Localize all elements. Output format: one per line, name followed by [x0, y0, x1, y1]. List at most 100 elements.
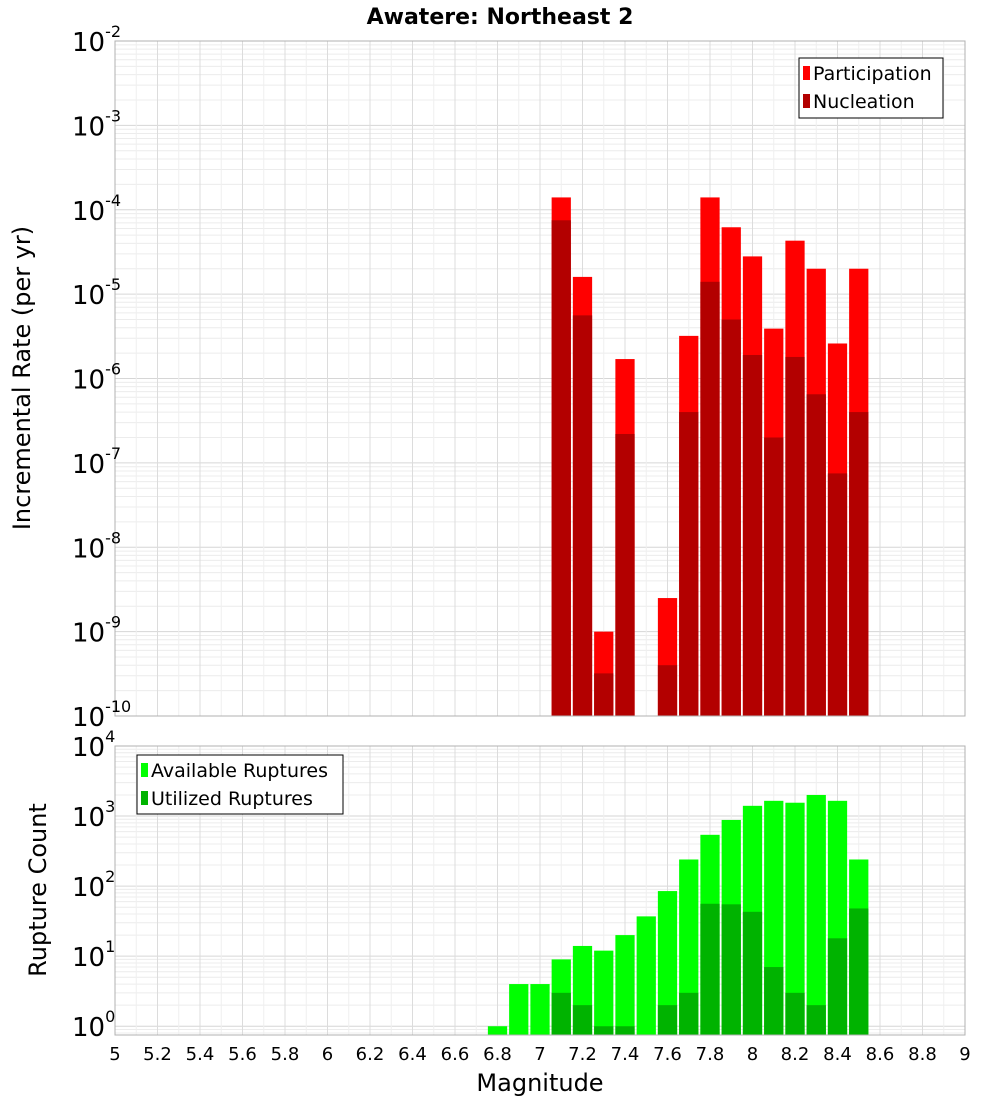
bar [785, 802, 805, 1035]
y-tick-label: 103 [72, 797, 115, 833]
legend-box [136, 754, 344, 815]
x-tick-label: 7.6 [653, 1044, 682, 1065]
legend: Participation Nucleation [798, 57, 944, 119]
y-tick-exponent: 2 [105, 867, 115, 886]
legend-label: Utilized Ruptures [151, 788, 313, 810]
x-tick-label: 8.4 [823, 1044, 852, 1065]
chart-title: Awatere: Northeast 2 [367, 5, 634, 30]
x-axis-label: Magnitude [476, 1069, 603, 1097]
x-tick-label: 6 [322, 1044, 333, 1065]
plot-frame [114, 745, 966, 1036]
bar [764, 967, 784, 1035]
y-tick-label: 10-5 [72, 275, 121, 311]
y-tick-label: 104 [72, 727, 115, 763]
x-tick-label: 6.4 [398, 1044, 427, 1065]
x-tick-label: 7.2 [568, 1044, 597, 1065]
y-tick-exponent: -9 [105, 613, 121, 632]
bar [509, 984, 529, 1035]
y-tick-exponent: -7 [105, 444, 121, 463]
y-tick-exponent: -10 [105, 697, 131, 716]
x-tick-label: 6.6 [441, 1044, 470, 1065]
legend-label: Nucleation [813, 91, 915, 113]
bar [849, 908, 869, 1035]
bar [742, 911, 763, 1035]
bar [785, 992, 805, 1035]
bar [806, 394, 826, 716]
bar [849, 412, 869, 716]
x-tick-label: 5.4 [186, 1044, 215, 1065]
bar [615, 1026, 635, 1035]
y-tick-exponent: -5 [105, 275, 121, 294]
bar [572, 1005, 593, 1035]
bar [806, 1005, 826, 1035]
bar [700, 903, 720, 1035]
bar [594, 1026, 614, 1035]
x-tick-label: 5 [109, 1044, 120, 1065]
x-tick-label: 8 [747, 1044, 758, 1065]
y-tick-exponent: 4 [105, 727, 115, 746]
bar [615, 935, 635, 1035]
bar [657, 891, 678, 1035]
bar [594, 673, 614, 716]
x-tick-label: 6.8 [483, 1044, 512, 1065]
legend-swatch [141, 763, 148, 777]
y-tick-exponent: -3 [105, 106, 121, 125]
bar [487, 1026, 508, 1035]
bar [657, 665, 678, 716]
series-nucleation [551, 220, 869, 717]
x-tick-label: 5.6 [228, 1044, 257, 1065]
y-tick-exponent: 0 [105, 1007, 115, 1026]
x-tick-label: 8.8 [908, 1044, 937, 1065]
y-tick-label: 10-9 [72, 613, 121, 649]
y-tick-exponent: -8 [105, 528, 121, 547]
y-tick-label: 10-7 [72, 444, 121, 480]
legend-swatch [803, 66, 810, 80]
bar [764, 437, 784, 716]
legend-box [798, 57, 944, 119]
legend-label: Available Ruptures [151, 760, 328, 782]
bar [827, 473, 848, 716]
x-tick-label: 5.2 [143, 1044, 172, 1065]
rate-panel: 10-10 10-9 10-8 10-7 10-6 10-5 10-4 10-3 10-2 Inc… [8, 22, 966, 733]
plot-frame [114, 40, 966, 717]
y-tick-label: 10-8 [72, 528, 121, 564]
bar [721, 904, 741, 1035]
bar [679, 992, 699, 1035]
x-tick-label: 7.4 [611, 1044, 640, 1065]
x-tick-label: 8.6 [866, 1044, 895, 1065]
legend-swatch [141, 791, 148, 805]
bar [530, 984, 550, 1035]
x-tick-label: 7.8 [696, 1044, 725, 1065]
y-axis-ticks: 10-10 10-9 10-8 10-7 10-6 10-5 10-4 10-3 10-2 [72, 22, 131, 733]
bar [594, 950, 614, 1035]
y-tick-label: 101 [72, 937, 115, 973]
y-tick-label: 102 [72, 867, 115, 903]
y-tick-label: 100 [72, 1007, 115, 1043]
y-tick-exponent: 1 [105, 937, 115, 956]
y-tick-label: 10-10 [72, 697, 131, 733]
y-tick-label: 10-3 [72, 106, 121, 142]
x-tick-label: 8.2 [781, 1044, 810, 1065]
y-tick-exponent: 3 [105, 797, 115, 816]
y-tick-exponent: -2 [105, 22, 121, 41]
legend-label: Participation [813, 63, 932, 85]
y-tick-label: 10-6 [72, 360, 121, 396]
bar [551, 220, 571, 717]
legend: Available Ruptures Utilized Ruptures [136, 754, 344, 815]
x-axis-ticks: 5 5.2 5.4 5.6 5.8 6 6.2 6.4 6.6 6.8 7 7.2 7.4 7.6 7.8 8… [109, 1044, 970, 1065]
y-tick-label: 10-4 [72, 191, 121, 227]
bar [657, 1005, 678, 1035]
bar [721, 319, 741, 716]
bar [572, 315, 593, 716]
y-tick-label: 10-2 [72, 22, 121, 58]
y-tick-exponent: -6 [105, 360, 121, 379]
y-axis-label: Incremental Rate (per yr) [8, 226, 36, 530]
y-tick-exponent: -4 [105, 191, 121, 210]
bar [615, 433, 635, 716]
x-tick-label: 9 [959, 1044, 970, 1065]
bar [679, 859, 699, 1035]
